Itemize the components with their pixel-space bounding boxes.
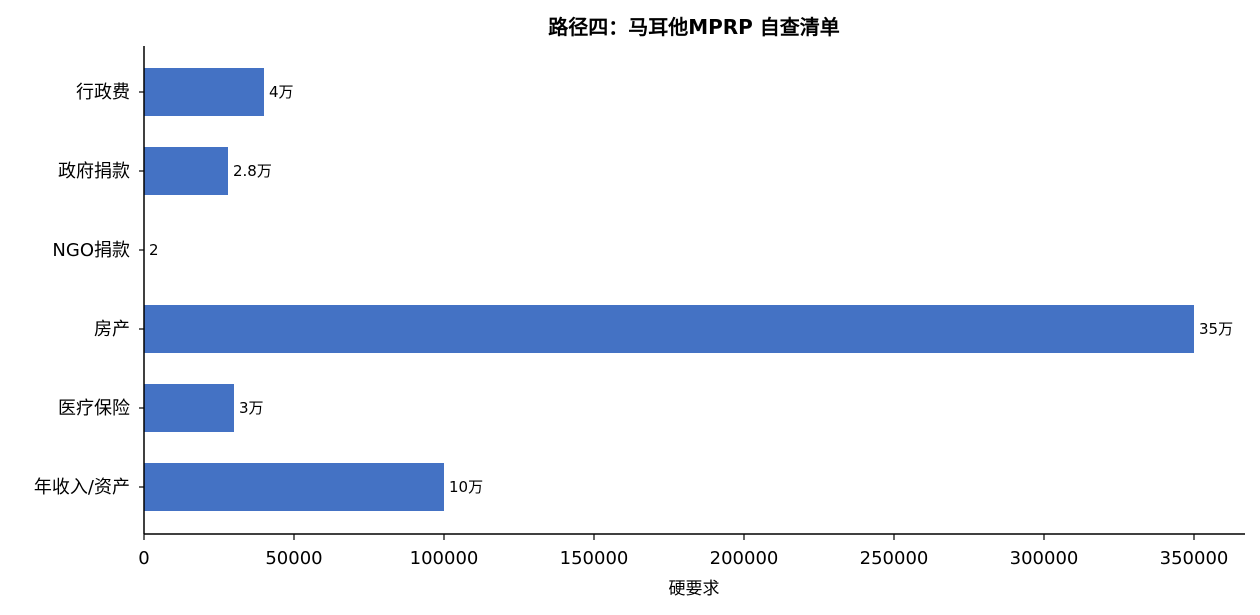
data-labels: 4万 2.8万 2 35万 3万 10万 — [149, 83, 1233, 496]
category-label-4: 医疗保险 — [58, 398, 130, 419]
category-label-5: 年收入/资产 — [34, 477, 130, 498]
data-label-5: 10万 — [449, 478, 483, 496]
x-tick-label-4: 200000 — [710, 548, 779, 569]
x-tick-label-1: 50000 — [265, 548, 322, 569]
data-label-1: 2.8万 — [233, 162, 272, 180]
x-tick-label-2: 100000 — [410, 548, 479, 569]
x-tick-label-5: 250000 — [860, 548, 929, 569]
x-tick-label-6: 300000 — [1010, 548, 1079, 569]
data-label-3: 35万 — [1199, 320, 1233, 338]
data-label-4: 3万 — [239, 399, 264, 417]
category-label-1: 政府捐款 — [58, 161, 130, 182]
category-label-2: NGO捐款 — [52, 240, 130, 261]
category-label-0: 行政费 — [76, 82, 130, 103]
bar-5 — [144, 463, 444, 511]
data-label-0: 4万 — [269, 83, 294, 101]
category-label-3: 房产 — [94, 319, 130, 340]
bar-4 — [144, 384, 234, 432]
bars-layer — [144, 68, 1194, 511]
x-tick-label-7: 350000 — [1160, 548, 1229, 569]
x-tick-label-3: 150000 — [560, 548, 629, 569]
bar-0 — [144, 68, 264, 116]
x-axis-ticks: 0 50000 100000 150000 200000 250000 300000 3500… — [138, 534, 1228, 569]
bar-3 — [144, 305, 1194, 353]
chart-title: 路径四：马耳他MPRP 自查清单 — [548, 15, 840, 39]
x-tick-label-0: 0 — [138, 548, 149, 569]
x-axis-title: 硬要求 — [669, 579, 720, 599]
bar-1 — [144, 147, 228, 195]
data-label-2: 2 — [149, 241, 159, 259]
